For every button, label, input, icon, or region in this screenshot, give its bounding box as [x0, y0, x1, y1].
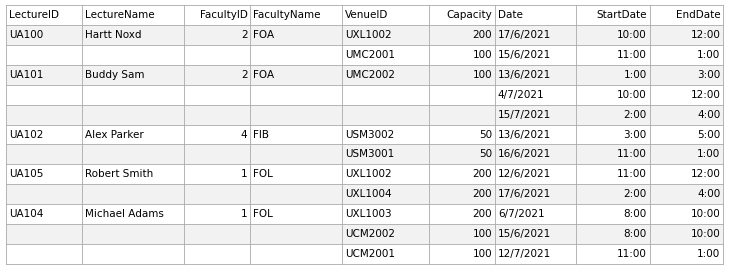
- Bar: [6, 184, 723, 204]
- Text: 15/6/2021: 15/6/2021: [498, 229, 551, 239]
- Text: 12:00: 12:00: [690, 169, 720, 179]
- Text: UXL1002: UXL1002: [345, 30, 391, 40]
- Text: 16/6/2021: 16/6/2021: [498, 150, 551, 160]
- Text: 200: 200: [472, 209, 492, 219]
- Bar: [6, 144, 723, 164]
- Text: 1:00: 1:00: [623, 70, 647, 80]
- Text: 11:00: 11:00: [617, 50, 647, 60]
- Text: 1: 1: [241, 169, 247, 179]
- Text: LectureName: LectureName: [85, 10, 155, 20]
- Text: 10:00: 10:00: [617, 30, 647, 40]
- Text: 17/6/2021: 17/6/2021: [498, 30, 551, 40]
- Text: 12:00: 12:00: [690, 30, 720, 40]
- Text: 13/6/2021: 13/6/2021: [498, 129, 551, 140]
- Text: 11:00: 11:00: [617, 249, 647, 259]
- Text: 12/6/2021: 12/6/2021: [498, 169, 551, 179]
- Text: UA102: UA102: [9, 129, 43, 140]
- Text: UA101: UA101: [9, 70, 43, 80]
- Text: 50: 50: [479, 150, 492, 160]
- Text: 1:00: 1:00: [697, 249, 720, 259]
- Text: VenueID: VenueID: [345, 10, 389, 20]
- Text: USM3002: USM3002: [345, 129, 394, 140]
- Text: 17/6/2021: 17/6/2021: [498, 189, 551, 199]
- Text: 10:00: 10:00: [690, 209, 720, 219]
- Text: 10:00: 10:00: [617, 90, 647, 100]
- Bar: [6, 45, 723, 65]
- Text: 100: 100: [472, 229, 492, 239]
- Text: UMC2001: UMC2001: [345, 50, 395, 60]
- Text: 100: 100: [472, 249, 492, 259]
- Text: UMC2002: UMC2002: [345, 70, 395, 80]
- Text: 8:00: 8:00: [623, 229, 647, 239]
- Text: 6/7/2021: 6/7/2021: [498, 209, 545, 219]
- Text: 100: 100: [472, 50, 492, 60]
- Text: UA104: UA104: [9, 209, 43, 219]
- Text: 5:00: 5:00: [697, 129, 720, 140]
- Text: 11:00: 11:00: [617, 169, 647, 179]
- Text: Date: Date: [498, 10, 523, 20]
- Text: EndDate: EndDate: [676, 10, 720, 20]
- Text: FOL: FOL: [253, 169, 273, 179]
- Text: 3:00: 3:00: [697, 70, 720, 80]
- Text: UCM2002: UCM2002: [345, 229, 395, 239]
- Text: FIB: FIB: [253, 129, 269, 140]
- Text: Robert Smith: Robert Smith: [85, 169, 153, 179]
- Text: 100: 100: [472, 70, 492, 80]
- Text: 2: 2: [241, 70, 247, 80]
- Bar: [6, 224, 723, 244]
- Text: 1: 1: [241, 209, 247, 219]
- Text: 4/7/2021: 4/7/2021: [498, 90, 545, 100]
- Text: FacultyID: FacultyID: [200, 10, 247, 20]
- Text: 200: 200: [472, 30, 492, 40]
- Text: FacultyName: FacultyName: [253, 10, 321, 20]
- Text: USM3001: USM3001: [345, 150, 394, 160]
- Text: 200: 200: [472, 169, 492, 179]
- Text: 1:00: 1:00: [697, 150, 720, 160]
- Text: 10:00: 10:00: [690, 229, 720, 239]
- Text: 3:00: 3:00: [623, 129, 647, 140]
- Text: 4:00: 4:00: [697, 109, 720, 119]
- Text: 15/7/2021: 15/7/2021: [498, 109, 551, 119]
- Text: 2: 2: [241, 30, 247, 40]
- Text: UXL1002: UXL1002: [345, 169, 391, 179]
- Text: Michael Adams: Michael Adams: [85, 209, 164, 219]
- Text: 12:00: 12:00: [690, 90, 720, 100]
- Bar: [6, 5, 723, 25]
- Bar: [6, 65, 723, 85]
- Bar: [6, 25, 723, 45]
- Text: 11:00: 11:00: [617, 150, 647, 160]
- Text: UA100: UA100: [9, 30, 43, 40]
- Text: UXL1004: UXL1004: [345, 189, 391, 199]
- Text: StartDate: StartDate: [596, 10, 647, 20]
- Bar: [6, 125, 723, 144]
- Text: Alex Parker: Alex Parker: [85, 129, 144, 140]
- Bar: [6, 85, 723, 105]
- Text: 15/6/2021: 15/6/2021: [498, 50, 551, 60]
- Bar: [6, 105, 723, 125]
- Text: LectureID: LectureID: [9, 10, 59, 20]
- Text: UCM2001: UCM2001: [345, 249, 395, 259]
- Text: FOL: FOL: [253, 209, 273, 219]
- Text: Capacity: Capacity: [446, 10, 492, 20]
- Text: UXL1003: UXL1003: [345, 209, 391, 219]
- Text: 50: 50: [479, 129, 492, 140]
- Bar: [6, 244, 723, 264]
- Bar: [6, 204, 723, 224]
- Text: FOA: FOA: [253, 30, 274, 40]
- Text: 12/7/2021: 12/7/2021: [498, 249, 551, 259]
- Text: FOA: FOA: [253, 70, 274, 80]
- Text: UA105: UA105: [9, 169, 43, 179]
- Bar: [6, 164, 723, 184]
- Text: 1:00: 1:00: [697, 50, 720, 60]
- Text: 13/6/2021: 13/6/2021: [498, 70, 551, 80]
- Text: 2:00: 2:00: [623, 189, 647, 199]
- Text: Hartt Noxd: Hartt Noxd: [85, 30, 141, 40]
- Text: 4: 4: [241, 129, 247, 140]
- Text: 4:00: 4:00: [697, 189, 720, 199]
- Text: 2:00: 2:00: [623, 109, 647, 119]
- Text: 8:00: 8:00: [623, 209, 647, 219]
- Text: 200: 200: [472, 189, 492, 199]
- Text: Buddy Sam: Buddy Sam: [85, 70, 144, 80]
